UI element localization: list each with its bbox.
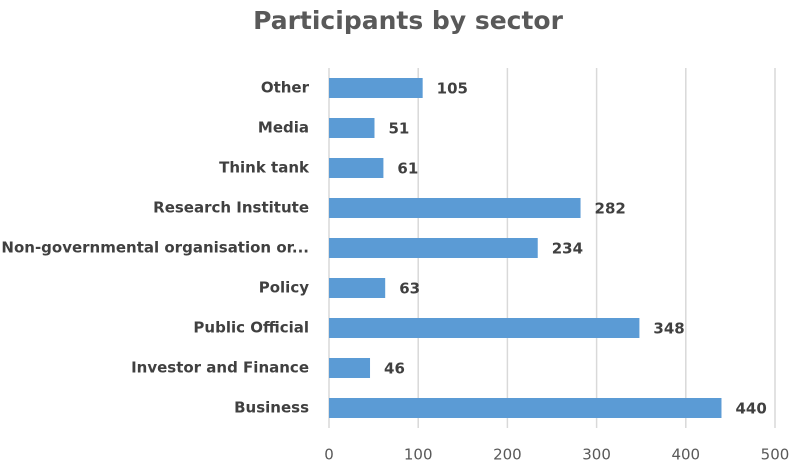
data-label: 105	[437, 80, 468, 98]
y-tick-label: Media	[258, 119, 309, 137]
data-label: 234	[552, 240, 583, 258]
bar	[329, 318, 640, 338]
y-tick-label: Research Institute	[153, 199, 309, 217]
y-tick-label: Business	[234, 399, 309, 417]
y-tick-label: Non-governmental organisation or...	[1, 239, 309, 257]
data-label: 348	[653, 320, 684, 338]
data-label: 63	[399, 280, 420, 298]
x-tick-label: 500	[761, 446, 790, 464]
data-label: 440	[735, 400, 766, 418]
data-label: 282	[595, 200, 626, 218]
bar	[329, 158, 384, 178]
bar	[329, 118, 375, 138]
chart-title: Participants by sector	[253, 6, 564, 35]
bar	[329, 398, 722, 418]
bar	[329, 78, 423, 98]
data-label: 61	[397, 160, 418, 178]
y-tick-label: Investor and Finance	[131, 359, 309, 377]
y-tick-label: Public Official	[193, 319, 309, 337]
x-tick-label: 400	[671, 446, 700, 464]
y-tick-label: Other	[261, 79, 310, 97]
x-tick-label: 0	[324, 446, 334, 464]
y-tick-label: Think tank	[219, 159, 310, 177]
data-label: 51	[388, 120, 409, 138]
x-tick-label: 100	[404, 446, 433, 464]
bar	[329, 278, 386, 298]
bar	[329, 238, 538, 258]
bar	[329, 198, 581, 218]
x-tick-label: 200	[493, 446, 522, 464]
bar	[329, 358, 371, 378]
data-label: 46	[384, 360, 405, 378]
y-tick-label: Policy	[259, 279, 309, 297]
x-tick-label: 300	[582, 446, 611, 464]
